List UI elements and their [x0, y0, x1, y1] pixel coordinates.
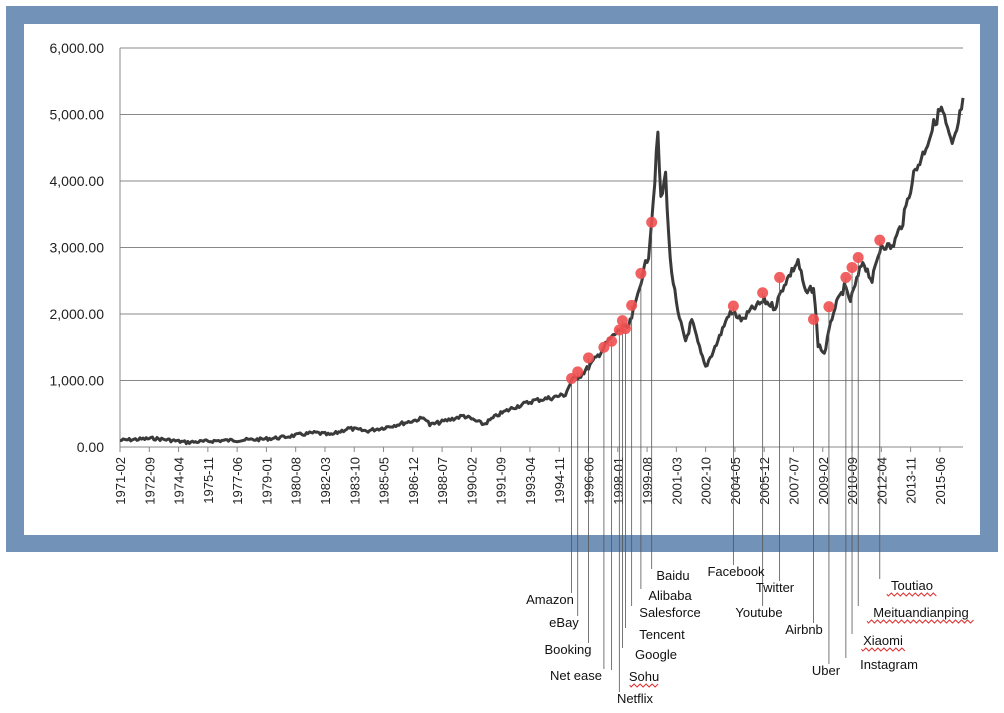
event-label-alibaba: Alibaba: [648, 588, 692, 603]
y-tick-label: 4,000.00: [50, 173, 105, 189]
spellcheck-underline: [866, 619, 974, 624]
event-label-meituandianping: Meituandianping: [873, 605, 968, 620]
chart-frame: [6, 6, 998, 552]
spellcheck-underline: [886, 592, 937, 597]
event-marker-meituandianping: [852, 251, 864, 263]
x-tick-label: 1971-02: [113, 457, 128, 505]
event-label-booking: Booking: [545, 642, 592, 657]
y-tick-label: 3,000.00: [50, 240, 105, 256]
event-label-airbnb: Airbnb: [785, 622, 823, 637]
event-label-instagram: Instagram: [860, 657, 918, 672]
x-tick-label: 2015-06: [933, 457, 948, 505]
x-tick-label: 1994-11: [552, 457, 567, 504]
event-label-toutiao: Toutiao: [891, 578, 933, 593]
event-marker-youtube: [757, 287, 769, 299]
event-marker-sohu: [606, 335, 618, 347]
x-tick-label: 1990-02: [464, 457, 479, 505]
x-tick-label: 2013-11: [904, 457, 919, 504]
y-tick-label: 0.00: [77, 439, 104, 455]
spellcheck-underline: [629, 683, 659, 688]
event-marker-baidu: [646, 216, 658, 228]
event-marker-xiaomi: [846, 261, 858, 273]
event-marker-ebay: [572, 366, 584, 378]
y-tick-label: 1,000.00: [50, 373, 105, 389]
x-tick-label: 2007-07: [786, 457, 801, 505]
x-tick-label: 2002-10: [699, 457, 714, 505]
event-marker-salesforce: [626, 299, 638, 311]
event-marker-net-ease: [598, 341, 610, 353]
x-tick-label: 1979-01: [259, 457, 274, 505]
x-tick-label: 2001-03: [669, 457, 684, 505]
x-tick-label: 1972-09: [142, 457, 157, 505]
event-label-baidu: Baidu: [656, 568, 689, 583]
y-tick-label: 6,000.00: [50, 40, 105, 56]
event-label-twitter: Twitter: [756, 580, 795, 595]
y-tick-label: 5,000.00: [50, 107, 105, 123]
x-tick-label: 1980-08: [289, 457, 304, 505]
x-tick-label: 1975-11: [201, 457, 216, 504]
plot-panel: [24, 24, 980, 535]
event-label-sohu: Sohu: [629, 669, 659, 684]
x-tick-label: 1993-04: [523, 457, 538, 505]
x-tick-label: 2005-12: [757, 457, 772, 505]
event-label-xiaomi: Xiaomi: [863, 633, 903, 648]
event-marker-alibaba: [635, 267, 647, 279]
x-tick-label: 2004-05: [728, 457, 743, 505]
event-label-tencent: Tencent: [639, 627, 685, 642]
event-label-uber: Uber: [812, 663, 841, 678]
x-tick-label: 1974-04: [172, 457, 187, 505]
event-label-google: Google: [635, 647, 677, 662]
x-tick-label: 1991-09: [494, 457, 509, 505]
x-tick-label: 1999-08: [640, 457, 655, 505]
event-label-facebook: Facebook: [707, 564, 765, 579]
event-label-netflix: Netflix: [617, 691, 654, 706]
spellcheck-underline: [861, 647, 906, 652]
x-tick-label: 2009-02: [816, 457, 831, 505]
event-marker-facebook: [727, 300, 739, 312]
event-marker-uber: [823, 301, 835, 313]
x-tick-label: 1982-03: [318, 457, 333, 505]
event-marker-booking: [583, 352, 595, 364]
y-tick-label: 2,000.00: [50, 306, 105, 322]
event-label-amazon: Amazon: [526, 592, 574, 607]
event-label-net-ease: Net ease: [550, 668, 602, 683]
x-tick-label: 1986-12: [406, 457, 421, 505]
x-tick-label: 1985-05: [377, 457, 392, 505]
event-marker-twitter: [774, 271, 786, 283]
event-marker-tencent: [619, 323, 631, 335]
x-tick-label: 1996-06: [582, 457, 597, 505]
event-label-salesforce: Salesforce: [639, 605, 700, 620]
event-marker-instagram: [840, 271, 852, 283]
x-tick-label: 1977-06: [230, 457, 245, 505]
x-tick-label: 1988-07: [435, 457, 450, 505]
event-marker-airbnb: [808, 313, 820, 325]
x-tick-label: 2010-09: [845, 457, 860, 505]
series-line: [119, 97, 965, 446]
event-marker-toutiao: [874, 234, 886, 246]
event-label-youtube: Youtube: [735, 605, 782, 620]
x-tick-label: 1983-10: [347, 457, 362, 505]
x-tick-label: 2012-04: [874, 457, 889, 505]
event-label-ebay: eBay: [549, 615, 579, 630]
x-tick-label: 1998-01: [611, 457, 626, 505]
